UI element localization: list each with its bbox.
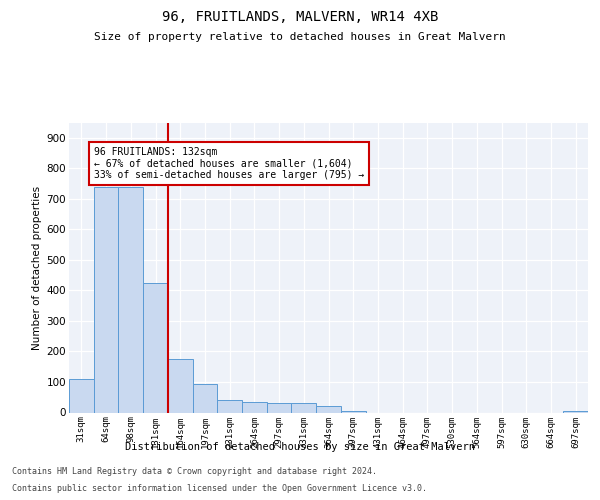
Bar <box>292 404 316 412</box>
Bar <box>316 406 341 412</box>
Text: Contains HM Land Registry data © Crown copyright and database right 2024.: Contains HM Land Registry data © Crown c… <box>12 468 377 476</box>
Text: 96, FRUITLANDS, MALVERN, WR14 4XB: 96, FRUITLANDS, MALVERN, WR14 4XB <box>162 10 438 24</box>
Bar <box>242 402 267 412</box>
Text: Distribution of detached houses by size in Great Malvern: Distribution of detached houses by size … <box>125 442 475 452</box>
Bar <box>143 283 168 412</box>
Bar <box>168 359 193 412</box>
Bar <box>341 411 365 412</box>
Bar <box>69 379 94 412</box>
Bar <box>118 186 143 412</box>
Bar <box>217 400 242 412</box>
Bar <box>563 411 588 412</box>
Text: 96 FRUITLANDS: 132sqm
← 67% of detached houses are smaller (1,604)
33% of semi-d: 96 FRUITLANDS: 132sqm ← 67% of detached … <box>94 147 364 180</box>
Bar <box>193 384 217 412</box>
Bar <box>94 186 118 412</box>
Text: Size of property relative to detached houses in Great Malvern: Size of property relative to detached ho… <box>94 32 506 42</box>
Text: Contains public sector information licensed under the Open Government Licence v3: Contains public sector information licen… <box>12 484 427 493</box>
Bar <box>267 404 292 412</box>
Y-axis label: Number of detached properties: Number of detached properties <box>32 186 43 350</box>
